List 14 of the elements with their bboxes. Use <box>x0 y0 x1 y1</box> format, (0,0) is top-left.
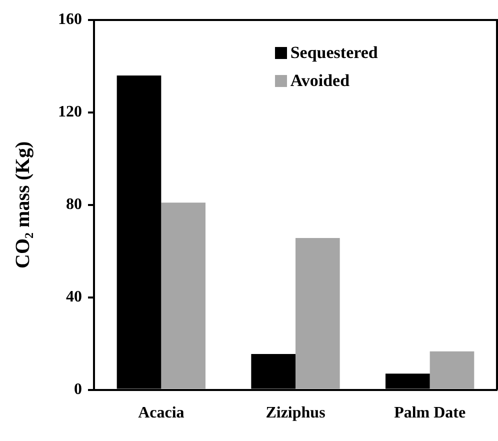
y-tick-label: 40 <box>66 288 82 306</box>
bar <box>430 351 474 389</box>
x-tick-label: Acacia <box>138 404 184 422</box>
bar <box>296 238 340 389</box>
y-tick-label: 80 <box>66 196 82 214</box>
x-tick-label: Ziziphus <box>266 404 326 422</box>
y-tick-label: 160 <box>58 11 82 28</box>
y-tick-label: 0 <box>74 380 82 398</box>
bar <box>161 202 206 389</box>
x-tick-label: Palm Date <box>394 404 466 422</box>
legend-label: Avoided <box>290 70 350 92</box>
y-axis-title: CO₂ mass (Kg) <box>12 141 34 268</box>
y-tick-label: 120 <box>58 104 82 121</box>
legend-label: Sequestered <box>290 42 378 64</box>
